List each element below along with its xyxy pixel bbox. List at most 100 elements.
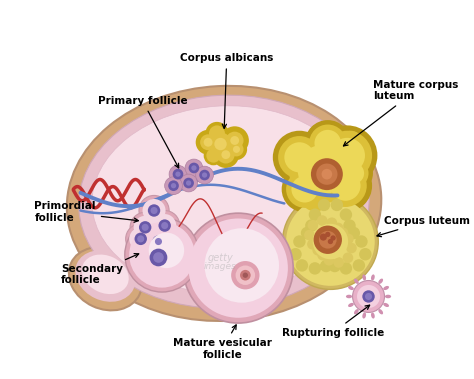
Ellipse shape	[362, 274, 366, 280]
Circle shape	[230, 136, 239, 145]
Circle shape	[309, 262, 321, 275]
Circle shape	[164, 177, 182, 194]
Ellipse shape	[385, 295, 391, 298]
Ellipse shape	[67, 86, 381, 321]
Circle shape	[314, 130, 341, 157]
Circle shape	[338, 227, 348, 238]
Circle shape	[130, 212, 160, 243]
Circle shape	[147, 230, 170, 253]
Circle shape	[334, 154, 373, 193]
Circle shape	[233, 146, 240, 153]
Circle shape	[343, 163, 364, 184]
Circle shape	[311, 158, 343, 190]
Circle shape	[226, 139, 247, 160]
Circle shape	[169, 165, 187, 183]
Circle shape	[273, 131, 326, 184]
Ellipse shape	[362, 312, 366, 318]
Circle shape	[129, 227, 152, 251]
Ellipse shape	[348, 303, 354, 307]
Ellipse shape	[92, 106, 356, 292]
Circle shape	[359, 248, 372, 260]
Circle shape	[183, 213, 293, 323]
Circle shape	[340, 208, 352, 221]
Circle shape	[283, 194, 378, 290]
Circle shape	[284, 142, 314, 172]
Circle shape	[204, 146, 223, 165]
Circle shape	[324, 164, 367, 207]
Circle shape	[304, 230, 315, 240]
Circle shape	[229, 142, 244, 157]
Circle shape	[296, 177, 335, 216]
Circle shape	[328, 239, 333, 244]
Circle shape	[307, 239, 318, 249]
Circle shape	[189, 218, 288, 318]
Circle shape	[185, 159, 203, 177]
Circle shape	[217, 146, 235, 163]
Circle shape	[347, 227, 360, 239]
Circle shape	[142, 224, 149, 231]
Circle shape	[126, 224, 156, 254]
Circle shape	[365, 293, 372, 300]
Circle shape	[204, 127, 237, 161]
Circle shape	[321, 169, 332, 180]
Circle shape	[362, 290, 375, 303]
Circle shape	[196, 130, 220, 155]
Circle shape	[322, 131, 372, 180]
Ellipse shape	[383, 286, 389, 290]
Circle shape	[199, 170, 210, 180]
Circle shape	[286, 171, 323, 208]
Circle shape	[150, 249, 167, 266]
Circle shape	[353, 280, 384, 312]
Ellipse shape	[69, 247, 142, 310]
Circle shape	[135, 233, 147, 245]
Text: Mature vesicular
follicle: Mature vesicular follicle	[173, 325, 272, 360]
Circle shape	[330, 235, 336, 241]
Circle shape	[355, 235, 368, 248]
Circle shape	[333, 257, 344, 268]
Text: Primary follicle: Primary follicle	[98, 96, 187, 168]
Circle shape	[139, 221, 151, 233]
Circle shape	[343, 219, 356, 232]
Circle shape	[289, 248, 302, 260]
Circle shape	[338, 131, 363, 155]
Circle shape	[214, 138, 227, 150]
Circle shape	[320, 260, 332, 272]
Circle shape	[243, 273, 248, 278]
Text: Rupturing follicle: Rupturing follicle	[282, 305, 384, 338]
Circle shape	[137, 235, 144, 243]
Circle shape	[240, 270, 251, 280]
Circle shape	[171, 183, 176, 188]
Circle shape	[220, 126, 249, 155]
Circle shape	[319, 159, 372, 212]
Circle shape	[175, 172, 181, 177]
Circle shape	[317, 250, 328, 260]
Circle shape	[357, 285, 380, 308]
Circle shape	[200, 134, 216, 150]
Circle shape	[343, 233, 354, 244]
Text: images: images	[204, 262, 237, 271]
Circle shape	[226, 132, 244, 149]
Ellipse shape	[346, 295, 352, 298]
Circle shape	[329, 138, 365, 173]
Circle shape	[305, 120, 351, 166]
Circle shape	[338, 158, 369, 188]
Ellipse shape	[371, 312, 375, 318]
Circle shape	[231, 261, 259, 290]
Circle shape	[155, 238, 162, 245]
Circle shape	[149, 233, 184, 268]
Circle shape	[158, 219, 171, 232]
Circle shape	[328, 260, 341, 272]
Circle shape	[206, 149, 220, 163]
Circle shape	[205, 122, 228, 145]
Circle shape	[173, 169, 183, 180]
Circle shape	[335, 127, 367, 159]
Circle shape	[309, 208, 321, 221]
Circle shape	[301, 227, 313, 239]
Ellipse shape	[354, 279, 359, 284]
Circle shape	[330, 171, 361, 201]
Circle shape	[331, 199, 343, 211]
Circle shape	[333, 222, 344, 233]
Ellipse shape	[383, 303, 389, 307]
Circle shape	[205, 228, 279, 303]
Circle shape	[143, 199, 165, 222]
